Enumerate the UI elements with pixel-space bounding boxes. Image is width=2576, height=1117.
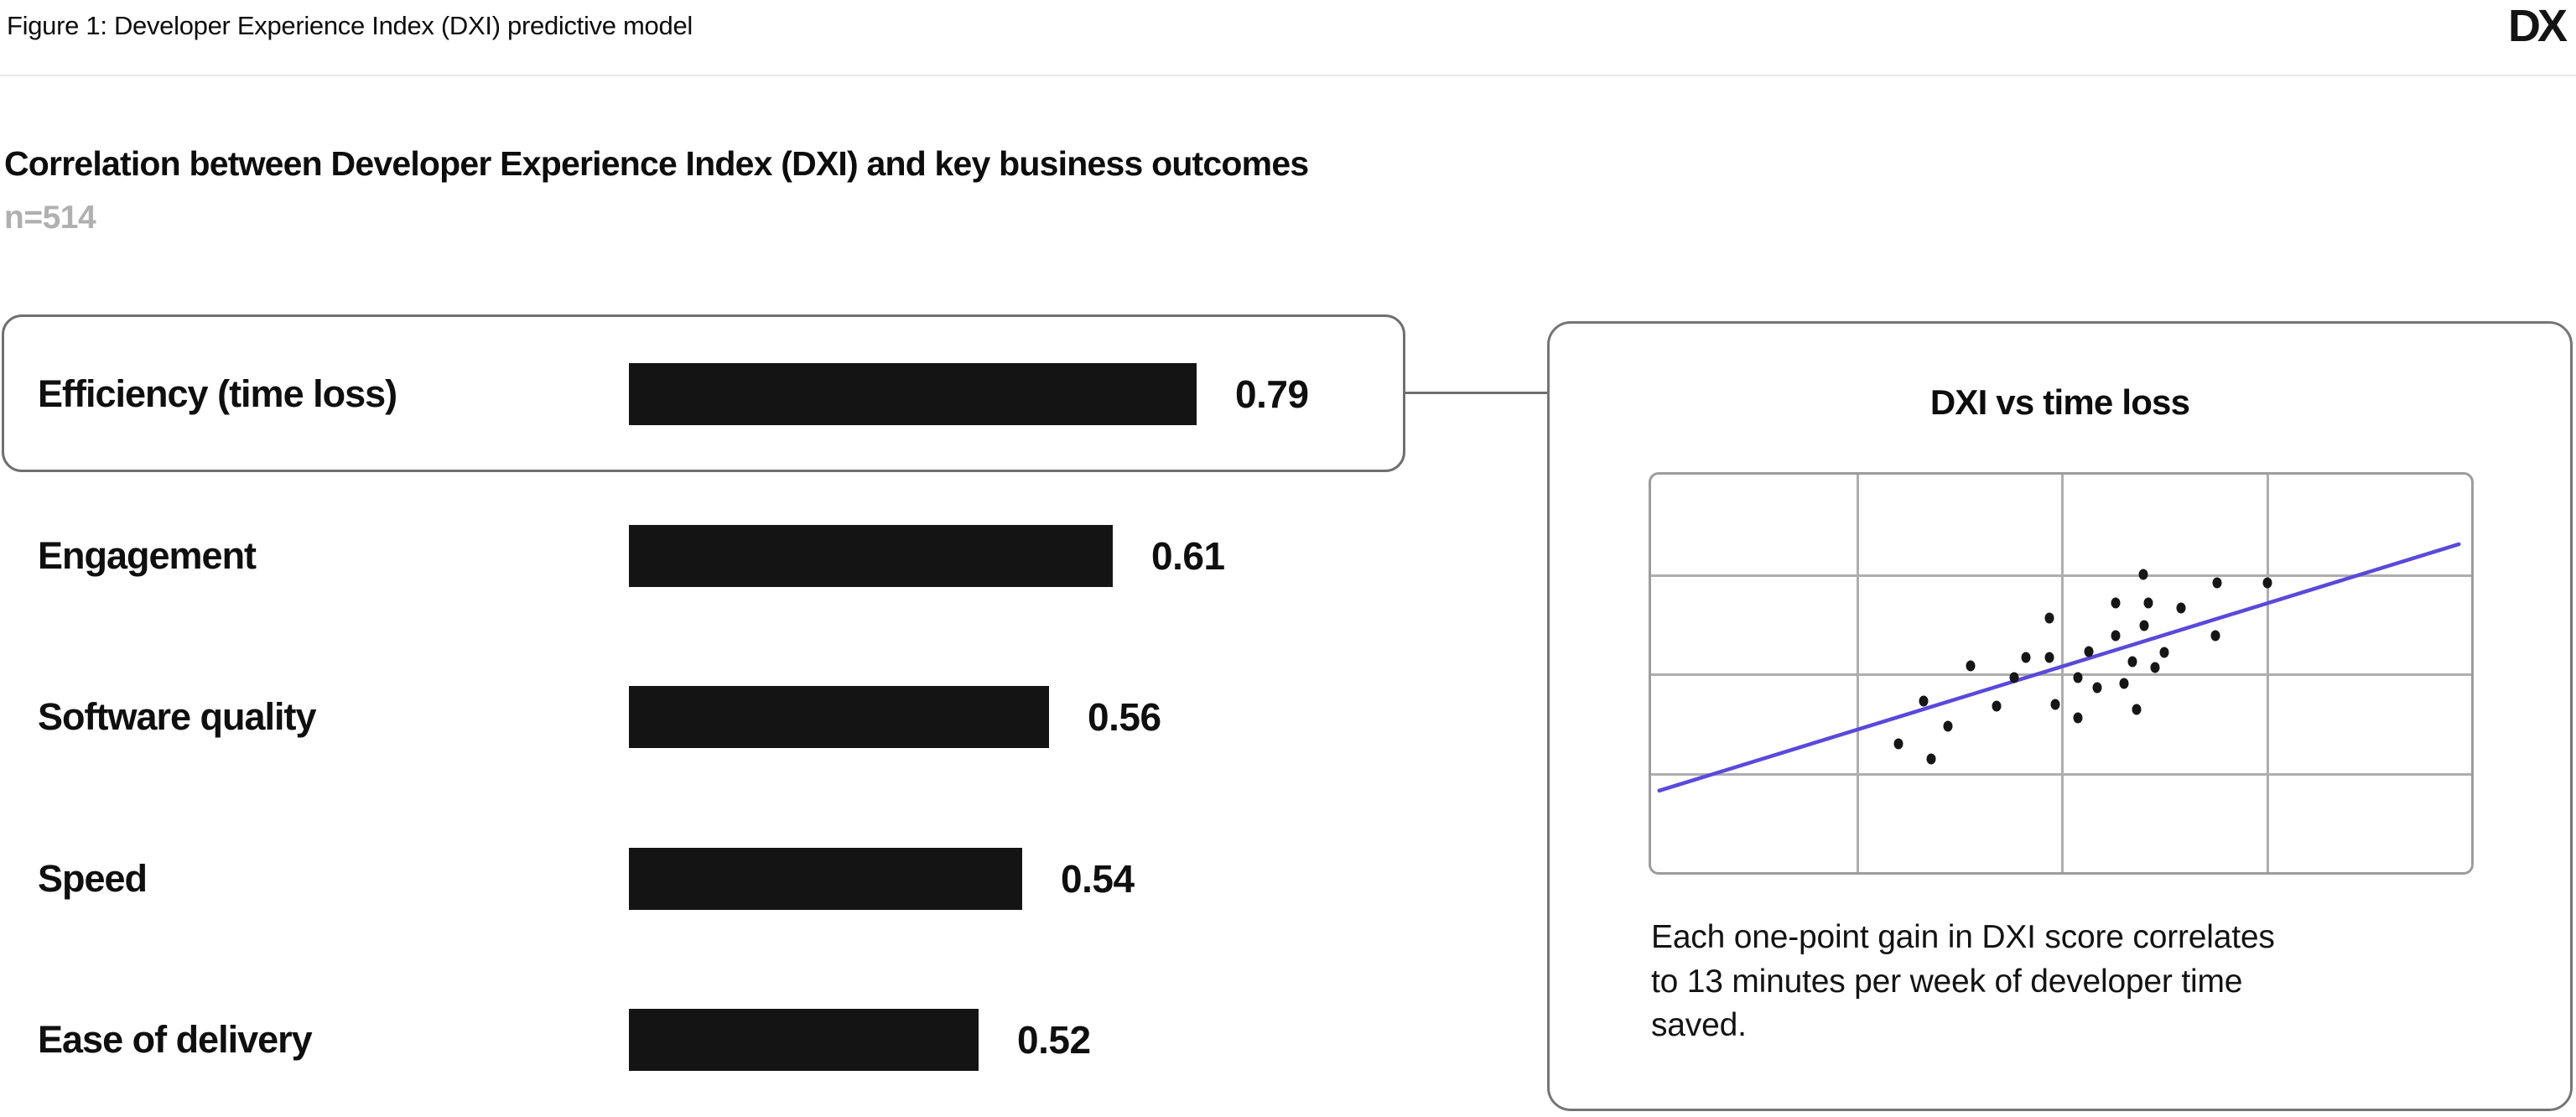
scatter-dot [2127, 656, 2137, 668]
scatter-dot [2212, 577, 2222, 589]
bar-row-label: Speed [38, 857, 148, 900]
scatter-dot [2044, 612, 2054, 624]
bar-row-label: Software quality [38, 695, 317, 738]
bar-value: 0.56 [1088, 695, 1161, 739]
section-title: Correlation between Developer Experience… [4, 144, 1309, 183]
scatter-dot [2159, 647, 2169, 658]
bar [629, 686, 1049, 748]
bar [629, 363, 1197, 425]
sample-size: n=514 [4, 200, 96, 236]
dx-logo: DX [2507, 1, 2568, 51]
bar [629, 1009, 979, 1071]
scatter-caption: Each one-point gain in DXI score correla… [1651, 916, 2275, 1048]
scatter-dot [2050, 699, 2060, 710]
scatter-dot [1893, 738, 1903, 750]
scatter-dot [2119, 678, 2129, 689]
scatter-title: DXI vs time loss [1929, 382, 2190, 422]
scatter-plot [1649, 472, 2474, 875]
figure-label: Figure 1: Developer Experience Index (DX… [7, 11, 693, 40]
bar [629, 848, 1022, 910]
bar-row-label: Ease of delivery [38, 1018, 313, 1061]
scatter-dot [2092, 682, 2102, 694]
grid-line [1651, 574, 2471, 577]
scatter-dot [1966, 660, 1976, 672]
scatter-dot [2044, 652, 2054, 663]
scatter-dot [1919, 695, 1929, 707]
bar-row-efficiency: Efficiency (time loss) 0.79 [38, 363, 1309, 425]
bar-row-ease-of-delivery: Ease of delivery 0.52 [38, 1009, 1091, 1071]
scatter-dot [1926, 753, 1936, 765]
scatter-caption-line: saved. [1651, 1007, 1747, 1044]
grid-line [1651, 673, 2471, 676]
scatter-dot [2210, 630, 2220, 642]
bar-row-engagement: Engagement 0.61 [38, 525, 1225, 587]
connector-line [1405, 392, 1549, 394]
scatter-dot [2143, 597, 2153, 609]
bar-value: 0.79 [1235, 372, 1309, 416]
bar-row-label: Engagement [38, 534, 257, 577]
scatter-dot [2111, 597, 2121, 609]
bar-value: 0.52 [1017, 1018, 1091, 1062]
scatter-dot [2073, 712, 2083, 724]
scatter-dot [1943, 720, 1953, 732]
bar-value: 0.54 [1061, 857, 1135, 901]
bar-row-speed: Speed 0.54 [38, 848, 1135, 910]
scatter-card: DXI vs time loss Each one-point gain in … [1547, 321, 2573, 1111]
bar-row-software-quality: Software quality 0.56 [38, 686, 1161, 748]
scatter-dot [2150, 662, 2160, 673]
scatter-dot [2176, 602, 2186, 614]
grid-line [1651, 772, 2471, 776]
scatter-caption-line: Each one-point gain in DXI score correla… [1651, 919, 2275, 955]
scatter-dot [2138, 569, 2148, 579]
scatter-dot [2009, 672, 2019, 683]
trend-line [1657, 542, 2461, 793]
scatter-dot [2139, 620, 2149, 631]
scatter-dot [2111, 630, 2121, 642]
scatter-caption-line: to 13 minutes per week of developer time [1651, 963, 2243, 1000]
scatter-dot [2132, 704, 2142, 715]
scatter-dot [2073, 672, 2083, 683]
scatter-dot [1992, 700, 2002, 712]
bar-row-label: Efficiency (time loss) [38, 372, 397, 415]
scatter-dot [2262, 577, 2272, 589]
bar-value: 0.61 [1151, 534, 1225, 578]
scatter-dot [2084, 646, 2094, 657]
bar [629, 525, 1113, 587]
header-divider [0, 75, 2576, 76]
scatter-dot [2021, 652, 2031, 663]
